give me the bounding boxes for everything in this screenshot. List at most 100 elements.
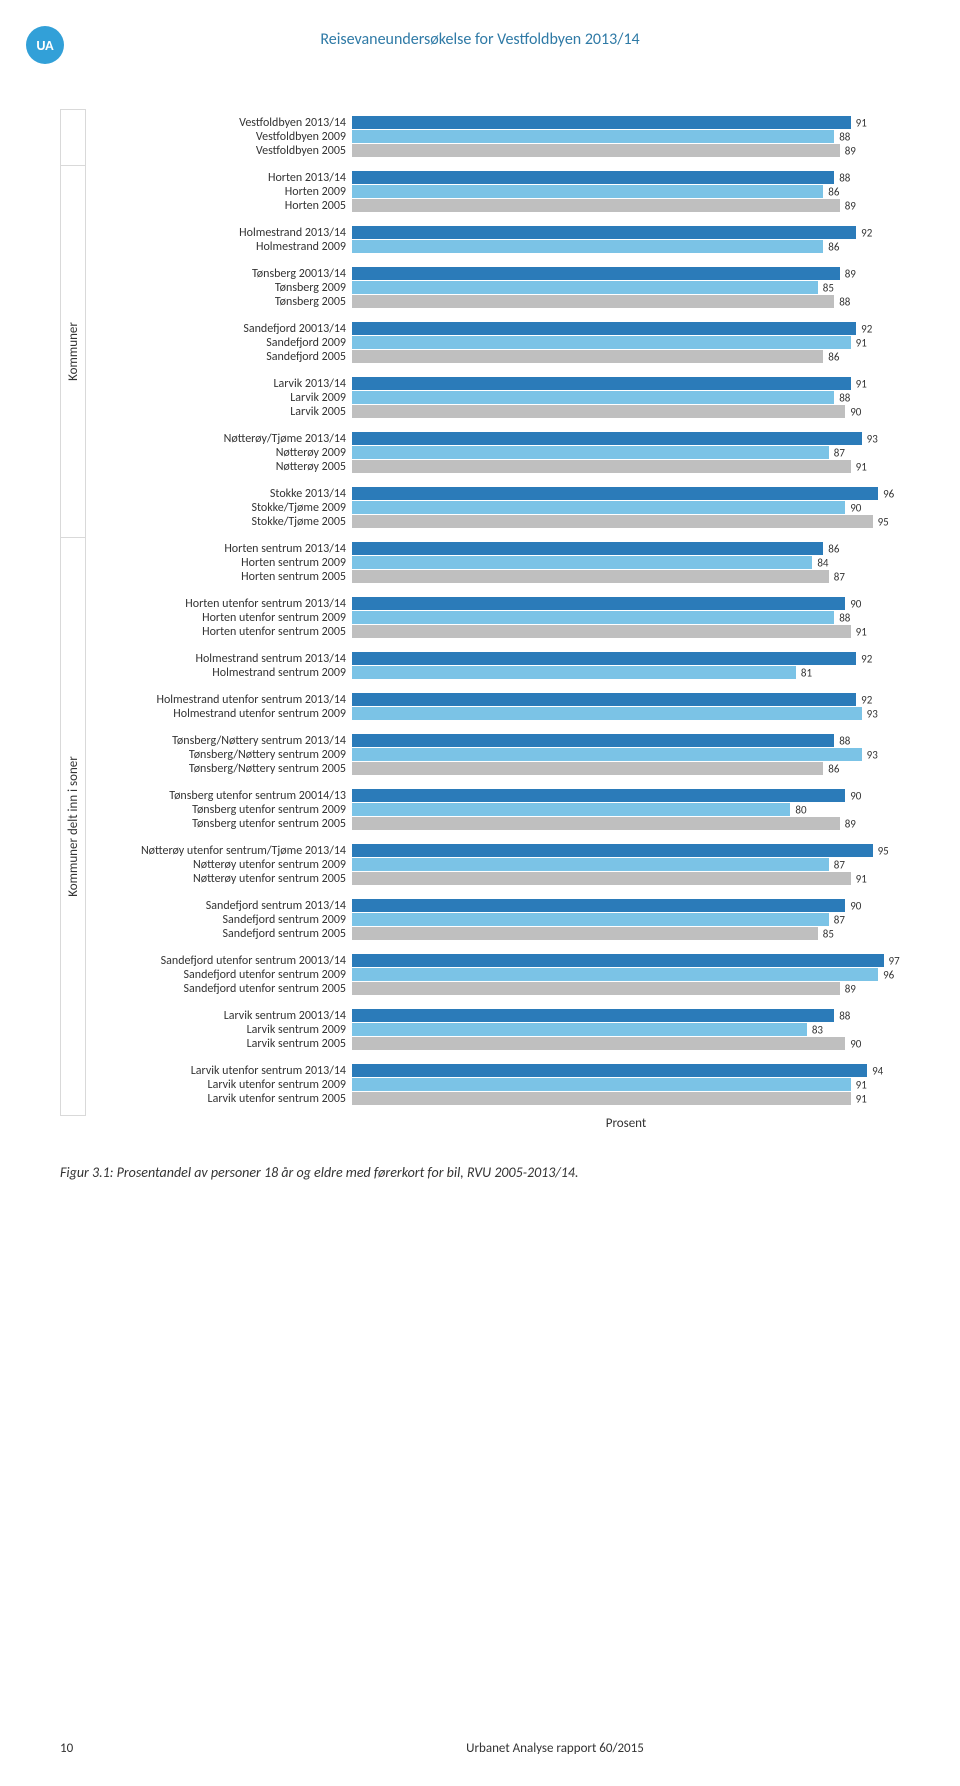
bar-value: 92 <box>861 323 872 334</box>
bar <box>352 487 878 500</box>
bar-value: 93 <box>867 749 878 760</box>
bar-value: 86 <box>828 186 839 197</box>
bar-value: 96 <box>883 969 894 980</box>
bar <box>352 144 840 157</box>
bar-area: 92 <box>352 322 900 335</box>
bar-label: Horten sentrum 2013/14 <box>86 543 352 555</box>
bar-label: Horten 2009 <box>86 186 352 198</box>
bar-row: Tønsberg/Nøttery sentrum 2013/1488 <box>86 734 900 747</box>
bar-value: 91 <box>856 626 867 637</box>
bar-label: Horten utenfor sentrum 2005 <box>86 626 352 638</box>
bar-value: 91 <box>856 1093 867 1104</box>
bar-label: Tønsberg 20013/14 <box>86 268 352 280</box>
bar-label: Nøtterøy 2005 <box>86 461 352 473</box>
bar-value: 87 <box>834 914 845 925</box>
bar-row: Tønsberg/Nøttery sentrum 200993 <box>86 748 900 761</box>
bar-label: Horten utenfor sentrum 2013/14 <box>86 598 352 610</box>
bar-group: Sandefjord utenfor sentrum 20013/1497San… <box>86 947 900 1002</box>
bar-value: 90 <box>850 598 861 609</box>
bar-row: Tønsberg utenfor sentrum 200589 <box>86 817 900 830</box>
bar <box>352 432 862 445</box>
bar <box>352 116 851 129</box>
page-footer: 10 Urbanet Analyse rapport 60/2015 <box>0 1741 960 1756</box>
bar-area: 88 <box>352 295 900 308</box>
bar-label: Sandefjord sentrum 2013/14 <box>86 900 352 912</box>
bar-row: Horten sentrum 2013/1486 <box>86 542 900 555</box>
bar <box>352 350 823 363</box>
bar <box>352 515 873 528</box>
bar-value: 81 <box>801 667 812 678</box>
bar-area: 88 <box>352 611 900 624</box>
bar-row: Tønsberg 200985 <box>86 281 900 294</box>
bar <box>352 171 834 184</box>
bar <box>352 707 862 720</box>
bar <box>352 226 856 239</box>
bar-row: Tønsberg 20013/1489 <box>86 267 900 280</box>
bar-row: Sandefjord 20013/14 92 <box>86 322 900 335</box>
bar-label: Sandefjord 2009 <box>86 337 352 349</box>
bar <box>352 872 851 885</box>
bar <box>352 556 812 569</box>
bar-area: 89 <box>352 267 900 280</box>
bar-group: Horten sentrum 2013/1486Horten sentrum 2… <box>86 535 900 590</box>
bar-label: Vestfoldbyen 2009 <box>86 131 352 143</box>
bar <box>352 597 845 610</box>
bar-label: Nøtterøy/Tjøme 2013/14 <box>86 433 352 445</box>
bar-row: Horten 2013/1488 <box>86 171 900 184</box>
bar <box>352 570 829 583</box>
bar-label: Sandefjord 20013/14 <box>86 323 352 335</box>
bar-row: Sandefjord utenfor sentrum 20013/1497 <box>86 954 900 967</box>
bar-area: 87 <box>352 570 900 583</box>
bar-label: Stokke/Tjøme 2005 <box>86 516 352 528</box>
bar <box>352 625 851 638</box>
bar-area: 91 <box>352 872 900 885</box>
bar <box>352 762 823 775</box>
bar-row: Larvik 200988 <box>86 391 900 404</box>
bar-value: 94 <box>872 1065 883 1076</box>
footer-text: Urbanet Analyse rapport 60/2015 <box>150 1741 960 1756</box>
bar <box>352 240 823 253</box>
bar-value: 87 <box>834 859 845 870</box>
bar-row: Stokke/Tjøme 200990 <box>86 501 900 514</box>
bar-row: Sandefjord 200586 <box>86 350 900 363</box>
bar-value: 85 <box>823 282 834 293</box>
bar <box>352 652 856 665</box>
bar-row: Stokke/Tjøme 200595 <box>86 515 900 528</box>
bar-value: 93 <box>867 433 878 444</box>
bar-label: Larvik 2013/14 <box>86 378 352 390</box>
bar-value: 89 <box>845 200 856 211</box>
bar-row: Vestfoldbyen 200589 <box>86 144 900 157</box>
bar-area: 90 <box>352 501 900 514</box>
bar-label: Stokke/Tjøme 2009 <box>86 502 352 514</box>
bar-label: Horten sentrum 2009 <box>86 557 352 569</box>
bar <box>352 1078 851 1091</box>
page: UA Reisevaneundersøkelse for Vestfoldbye… <box>0 0 960 1786</box>
bar <box>352 130 834 143</box>
bar-label: Tønsberg/Nøttery sentrum 2013/14 <box>86 735 352 747</box>
bar-area: 88 <box>352 130 900 143</box>
bar-row: Nøtterøy/Tjøme 2013/14 93 <box>86 432 900 445</box>
bar-area: 86 <box>352 350 900 363</box>
bar-area: 96 <box>352 968 900 981</box>
bar <box>352 666 796 679</box>
bar-area: 86 <box>352 762 900 775</box>
bar-group: Sandefjord sentrum 2013/1490Sandefjord s… <box>86 892 900 947</box>
bar-area: 93 <box>352 748 900 761</box>
bar-area: 96 <box>352 487 900 500</box>
bar-value: 91 <box>856 873 867 884</box>
bar-value: 86 <box>828 241 839 252</box>
bar-row: Nøtterøy utenfor sentrum 200591 <box>86 872 900 885</box>
bar-row: Larvik sentrum 20013/1488 <box>86 1009 900 1022</box>
bar-row: Larvik 200590 <box>86 405 900 418</box>
bar-row: Sandefjord sentrum 200585 <box>86 927 900 940</box>
bar-area: 91 <box>352 377 900 390</box>
bar-area: 86 <box>352 240 900 253</box>
bar-value: 88 <box>839 1010 850 1021</box>
xaxis-label: Prosent <box>352 1116 900 1131</box>
bar <box>352 968 878 981</box>
bar <box>352 391 834 404</box>
bar-area: 94 <box>352 1064 900 1077</box>
bar-row: Vestfoldbyen 200988 <box>86 130 900 143</box>
bar-value: 87 <box>834 447 845 458</box>
bar-row: Holmestrand sentrum 200981 <box>86 666 900 679</box>
